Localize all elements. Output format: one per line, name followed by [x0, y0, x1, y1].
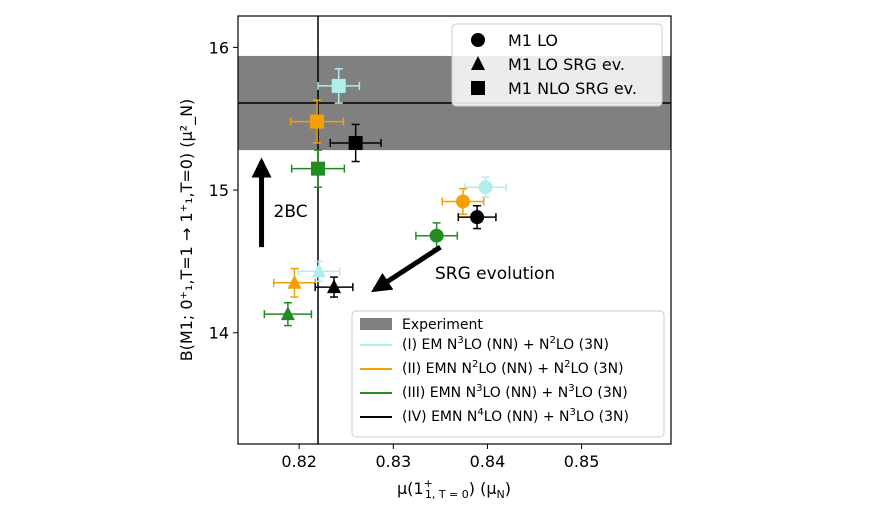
data-point-circle: [441, 187, 485, 216]
legend-label: M1 LO SRG ev.: [508, 55, 625, 74]
legend-label: M1 NLO SRG ev.: [508, 79, 637, 98]
y-axis-label: B(M1; 0⁺₁,T=1 → 1⁺₁,T=0) (μ²_N): [177, 99, 197, 362]
data-point-square: [329, 123, 382, 163]
legend-circle-icon: [471, 33, 485, 47]
legend-label: M1 LO: [508, 31, 558, 50]
marker-circle: [470, 210, 485, 225]
annotation-2bc: 2BC: [274, 202, 308, 222]
marker-circle: [429, 228, 444, 243]
marker-circle: [455, 194, 470, 209]
data-point-triangle: [263, 302, 313, 327]
y-tick-label: 14: [209, 324, 229, 343]
x-axis-label: μ(1+ 1, T = 0) (μN): [397, 477, 511, 501]
marker-square: [311, 161, 326, 176]
data-point-circle: [415, 222, 459, 250]
y-tick-label: 15: [209, 181, 229, 200]
marker-square: [348, 135, 363, 150]
legend-series-label: (III) EMN N3LO (NN) + N3LO (3N): [402, 383, 628, 401]
marker-square: [310, 114, 325, 129]
data-point-triangle: [314, 276, 354, 298]
x-tick-label: 0.83: [376, 452, 412, 471]
legend-frame: [351, 310, 665, 438]
marker-triangle: [327, 279, 342, 294]
x-tick-label: 0.82: [281, 452, 317, 471]
data-point-square: [290, 149, 346, 188]
data-point-circle: [464, 176, 508, 198]
data-point-square: [317, 68, 361, 104]
legend-experiment-swatch: [360, 318, 392, 330]
arrow-srg: [371, 245, 442, 293]
series-legend: Experiment (I) EM N3LO (NN) + N2LO (3N) (I…: [351, 310, 665, 438]
legend-triangle-icon: [471, 56, 485, 70]
y-tick-label: 16: [209, 38, 229, 57]
data-point-circle: [457, 204, 497, 230]
legend-series-label: (II) EMN N2LO (NN) + N2LO (3N): [402, 359, 624, 377]
marker-square: [331, 78, 346, 93]
x-tick-label: 0.85: [564, 452, 600, 471]
legend-frame: [451, 23, 663, 107]
axes-ticks: 0.82 0.83 0.84 0.85 14 15 16: [209, 38, 600, 471]
marker-triangle: [311, 263, 326, 278]
x-tick-label: 0.84: [470, 452, 506, 471]
legend-square-icon: [471, 81, 485, 95]
legend-series-label: (IV) EMN N4LO (NN) + N3LO (3N): [402, 407, 629, 425]
annotation-srg: SRG evolution: [435, 264, 555, 284]
marker-triangle: [287, 274, 302, 289]
legend-series-label: (I) EM N3LO (NN) + N2LO (3N): [402, 335, 609, 353]
data-point-square: [289, 99, 345, 144]
marker-legend: M1 LO M1 LO SRG ev. M1 NLO SRG ev.: [451, 23, 663, 107]
data-point-triangle: [273, 267, 316, 298]
plot-frame: [237, 15, 672, 445]
marker-triangle: [280, 306, 295, 321]
annotations: 2BC SRG evolution: [251, 157, 555, 293]
marker-circle: [478, 180, 493, 195]
legend-experiment-label: Experiment: [402, 317, 483, 333]
